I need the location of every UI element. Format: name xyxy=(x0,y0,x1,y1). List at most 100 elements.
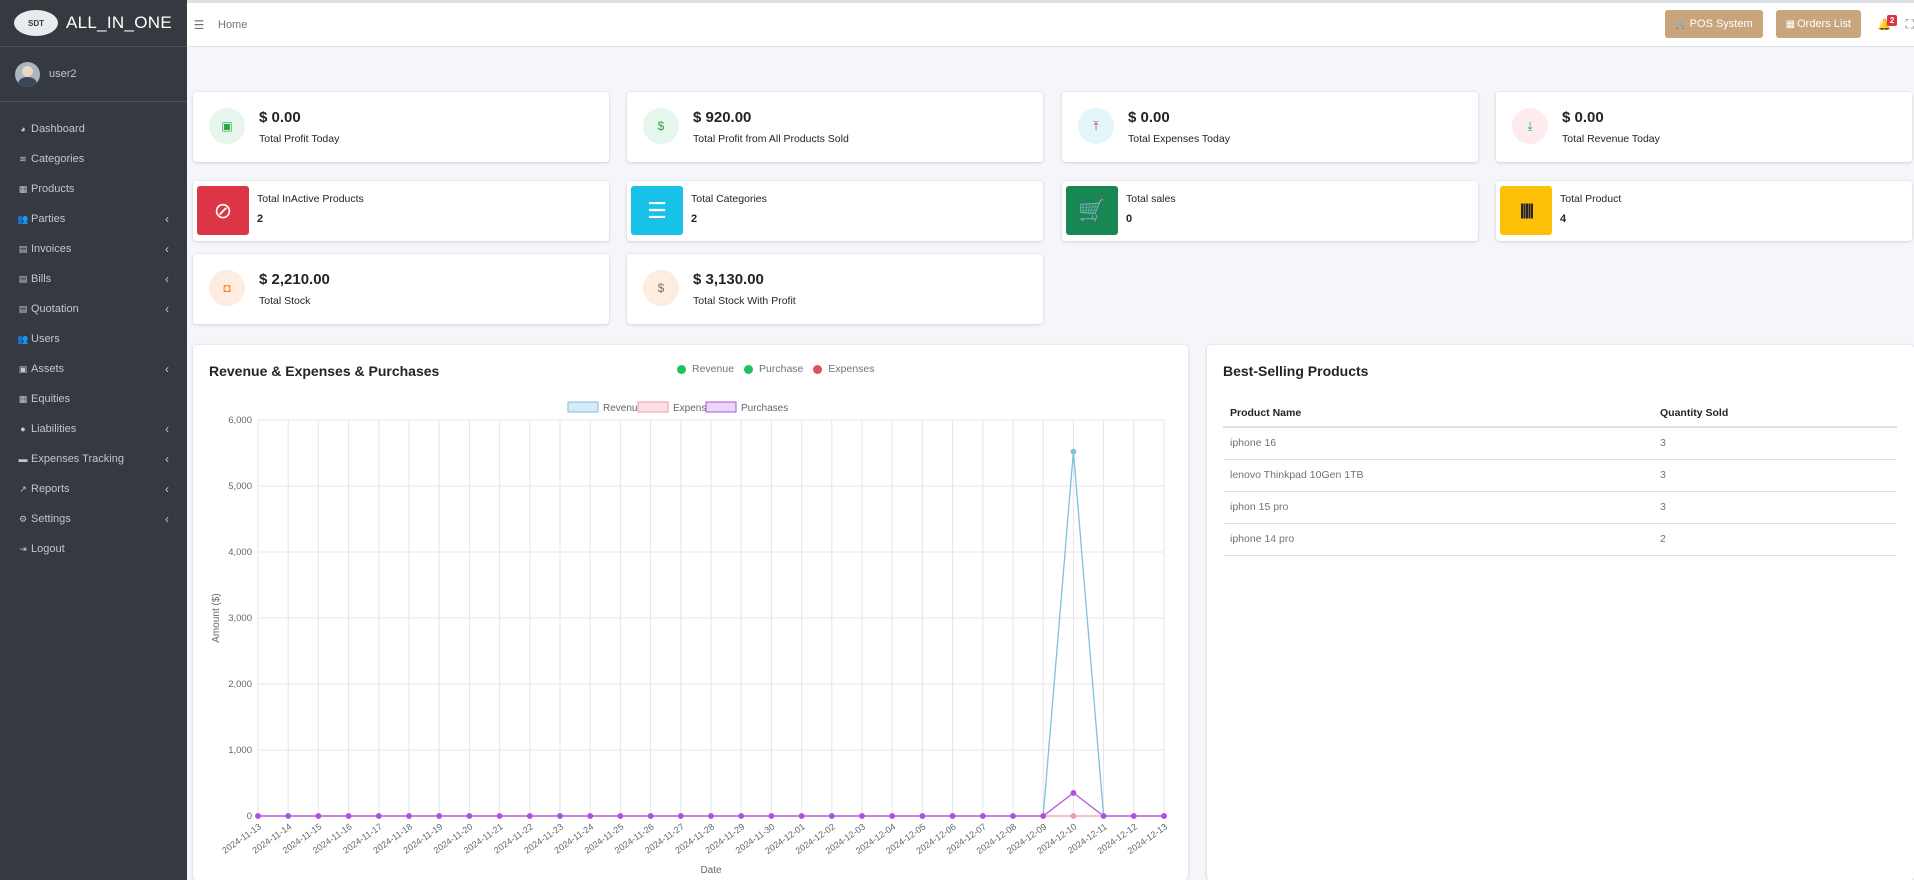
product-name-cell: lenovo Thinkpad 10Gen 1TB xyxy=(1223,459,1653,492)
download-icon: ⤓ xyxy=(1512,108,1548,144)
chart-legend-swatch xyxy=(705,401,737,413)
chevron-left-icon: ‹ xyxy=(165,482,169,496)
data-point-purchases xyxy=(1161,813,1167,819)
data-point-revenue xyxy=(1070,448,1077,455)
data-point-purchases xyxy=(587,813,594,819)
data-point-purchases xyxy=(436,813,443,819)
hamburger-menu-icon[interactable]: ☰ xyxy=(193,17,205,32)
data-point-purchases xyxy=(828,813,835,819)
best-selling-card: Best-Selling Products Product Name Quant… xyxy=(1207,345,1914,880)
sidebar: SDT ALL_IN_ONE user2 ◕ Dashboard ≋ Categori… xyxy=(0,0,187,880)
topbar-actions: 🛒 POS System ▦ Orders List 🔔 2 ⛶ xyxy=(1665,10,1914,38)
data-point-purchases xyxy=(919,813,926,819)
stat-label: Total Stock With Profit xyxy=(693,295,796,307)
sidebar-item-settings[interactable]: ⚙ Settings ‹ xyxy=(0,504,187,534)
sidebar-item-label: Settings xyxy=(31,513,71,525)
logout-icon: ⇥ xyxy=(19,543,27,554)
box-icon: ▦ xyxy=(18,183,28,194)
legend-item[interactable]: Purchase xyxy=(744,363,803,375)
column-header[interactable]: Product Name xyxy=(1223,399,1653,428)
chevron-left-icon: ‹ xyxy=(165,512,169,526)
sidebar-item-label: Bills xyxy=(31,273,52,285)
user-panel[interactable]: user2 xyxy=(0,47,187,102)
pos-system-button[interactable]: 🛒 POS System xyxy=(1665,10,1763,38)
data-point-purchases xyxy=(285,813,292,819)
sidebar-item-liabilities[interactable]: ● Liabilities ‹ xyxy=(0,414,187,444)
sidebar-item-categories[interactable]: ≋ Categories xyxy=(0,144,187,174)
sidebar-item-dashboard[interactable]: ◕ Dashboard xyxy=(0,114,187,144)
data-point-purchases xyxy=(557,813,563,819)
sidebar-item-logout[interactable]: ⇥ Logout xyxy=(0,534,187,564)
data-point-purchases xyxy=(708,813,714,819)
legend-item[interactable]: Expenses xyxy=(813,363,875,375)
chevron-left-icon: ‹ xyxy=(165,242,169,256)
data-point-purchases xyxy=(1040,813,1047,819)
data-point-purchases xyxy=(949,813,956,819)
sidebar-item-products[interactable]: ▦ Products xyxy=(0,174,187,204)
y-tick-label: 5,000 xyxy=(228,481,252,492)
brand[interactable]: SDT ALL_IN_ONE xyxy=(0,0,187,47)
sidebar-item-reports[interactable]: ↗ Reports ‹ xyxy=(0,474,187,504)
sidebar-item-parties[interactable]: 👥 Parties ‹ xyxy=(0,204,187,234)
sidebar-item-assets[interactable]: ▣ Assets ‹ xyxy=(0,354,187,384)
stat-box: $ $ 3,130.00 Total Stock With Profit xyxy=(627,254,1043,324)
avatar xyxy=(15,61,40,87)
sidebar-item-expenses-tracking[interactable]: ▬ Expenses Tracking ‹ xyxy=(0,444,187,474)
data-point-purchases xyxy=(798,813,805,819)
table-row: iphone 16 3 xyxy=(1223,427,1897,460)
sidebar-item-label: Parties xyxy=(31,213,66,225)
data-point-purchases xyxy=(768,813,775,819)
brand-name: ALL_IN_ONE xyxy=(66,13,172,32)
table-header-row: Product Name Quantity Sold xyxy=(1223,399,1897,428)
users-icon: 👥 xyxy=(17,333,29,344)
stat-box: $ $ 920.00 Total Profit from All Products … xyxy=(627,92,1043,162)
data-point-purchases xyxy=(466,813,473,819)
list-icon: ☰ xyxy=(631,186,683,235)
column-header[interactable]: Quantity Sold xyxy=(1653,399,1897,428)
notifications-button[interactable]: 🔔 2 xyxy=(1878,14,1898,31)
chevron-left-icon: ‹ xyxy=(165,452,169,466)
y-tick-label: 4,000 xyxy=(228,547,252,558)
sidebar-item-label: Liabilities xyxy=(31,423,77,435)
stat-value: 2 xyxy=(691,213,698,225)
sidebar-item-invoices[interactable]: ▤ Invoices ‹ xyxy=(0,234,187,264)
x-axis-title: Date xyxy=(700,865,722,876)
stat-label: Total Product xyxy=(1560,193,1622,205)
sidebar-item-label: Expenses Tracking xyxy=(31,453,124,465)
y-tick-label: 6,000 xyxy=(228,415,252,426)
table-row: iphon 15 pro 3 xyxy=(1223,491,1897,524)
cart-icon: 🛒 xyxy=(1066,186,1118,235)
chart-line-icon: ↗ xyxy=(19,483,27,494)
sidebar-item-label: Products xyxy=(31,183,75,195)
stat-label: Total Profit from All Products Sold xyxy=(693,133,849,145)
shopping-bag-icon: ◘ xyxy=(209,270,245,306)
quantity-sold-cell: 2 xyxy=(1653,523,1897,556)
quantity-sold-cell: 3 xyxy=(1653,427,1897,460)
data-point-purchases xyxy=(375,813,382,819)
data-point-purchases xyxy=(617,813,624,819)
product-name-cell: iphone 14 pro xyxy=(1223,523,1653,556)
file-icon: ▤ xyxy=(18,243,28,254)
chart-legend-label: Purchases xyxy=(741,403,788,414)
box-icon: ▦ xyxy=(18,393,28,404)
sidebar-item-bills[interactable]: ▤ Bills ‹ xyxy=(0,264,187,294)
sidebar-item-quotation[interactable]: ▤ Quotation ‹ xyxy=(0,294,187,324)
legend-item[interactable]: Revenue xyxy=(677,363,734,375)
y-axis-title: Amount ($) xyxy=(211,593,222,642)
chevron-left-icon: ‹ xyxy=(165,212,169,226)
y-tick-label: 0 xyxy=(247,811,252,822)
cart-icon: 🛒 xyxy=(1675,18,1688,30)
legend-dot-icon xyxy=(677,364,686,374)
best-selling-title: Best-Selling Products xyxy=(1223,363,1369,379)
orders-list-button[interactable]: ▦ Orders List xyxy=(1775,10,1861,38)
revenue-line-chart[interactable]: 01,0002,0003,0004,0005,0006,0002024-11-1… xyxy=(193,345,1188,880)
fullscreen-icon[interactable]: ⛶ xyxy=(1905,16,1914,31)
sidebar-item-users[interactable]: 👥 Users xyxy=(0,324,187,354)
cogs-icon: ⚙ xyxy=(18,513,28,524)
chevron-left-icon: ‹ xyxy=(165,302,169,316)
chart-legend-label: Expenses xyxy=(673,403,717,414)
revenue-chart-title: Revenue & Expenses & Purchases xyxy=(209,363,440,379)
sidebar-item-equities[interactable]: ▦ Equities xyxy=(0,384,187,414)
home-link[interactable]: Home xyxy=(218,18,248,31)
data-point-purchases xyxy=(315,813,322,819)
